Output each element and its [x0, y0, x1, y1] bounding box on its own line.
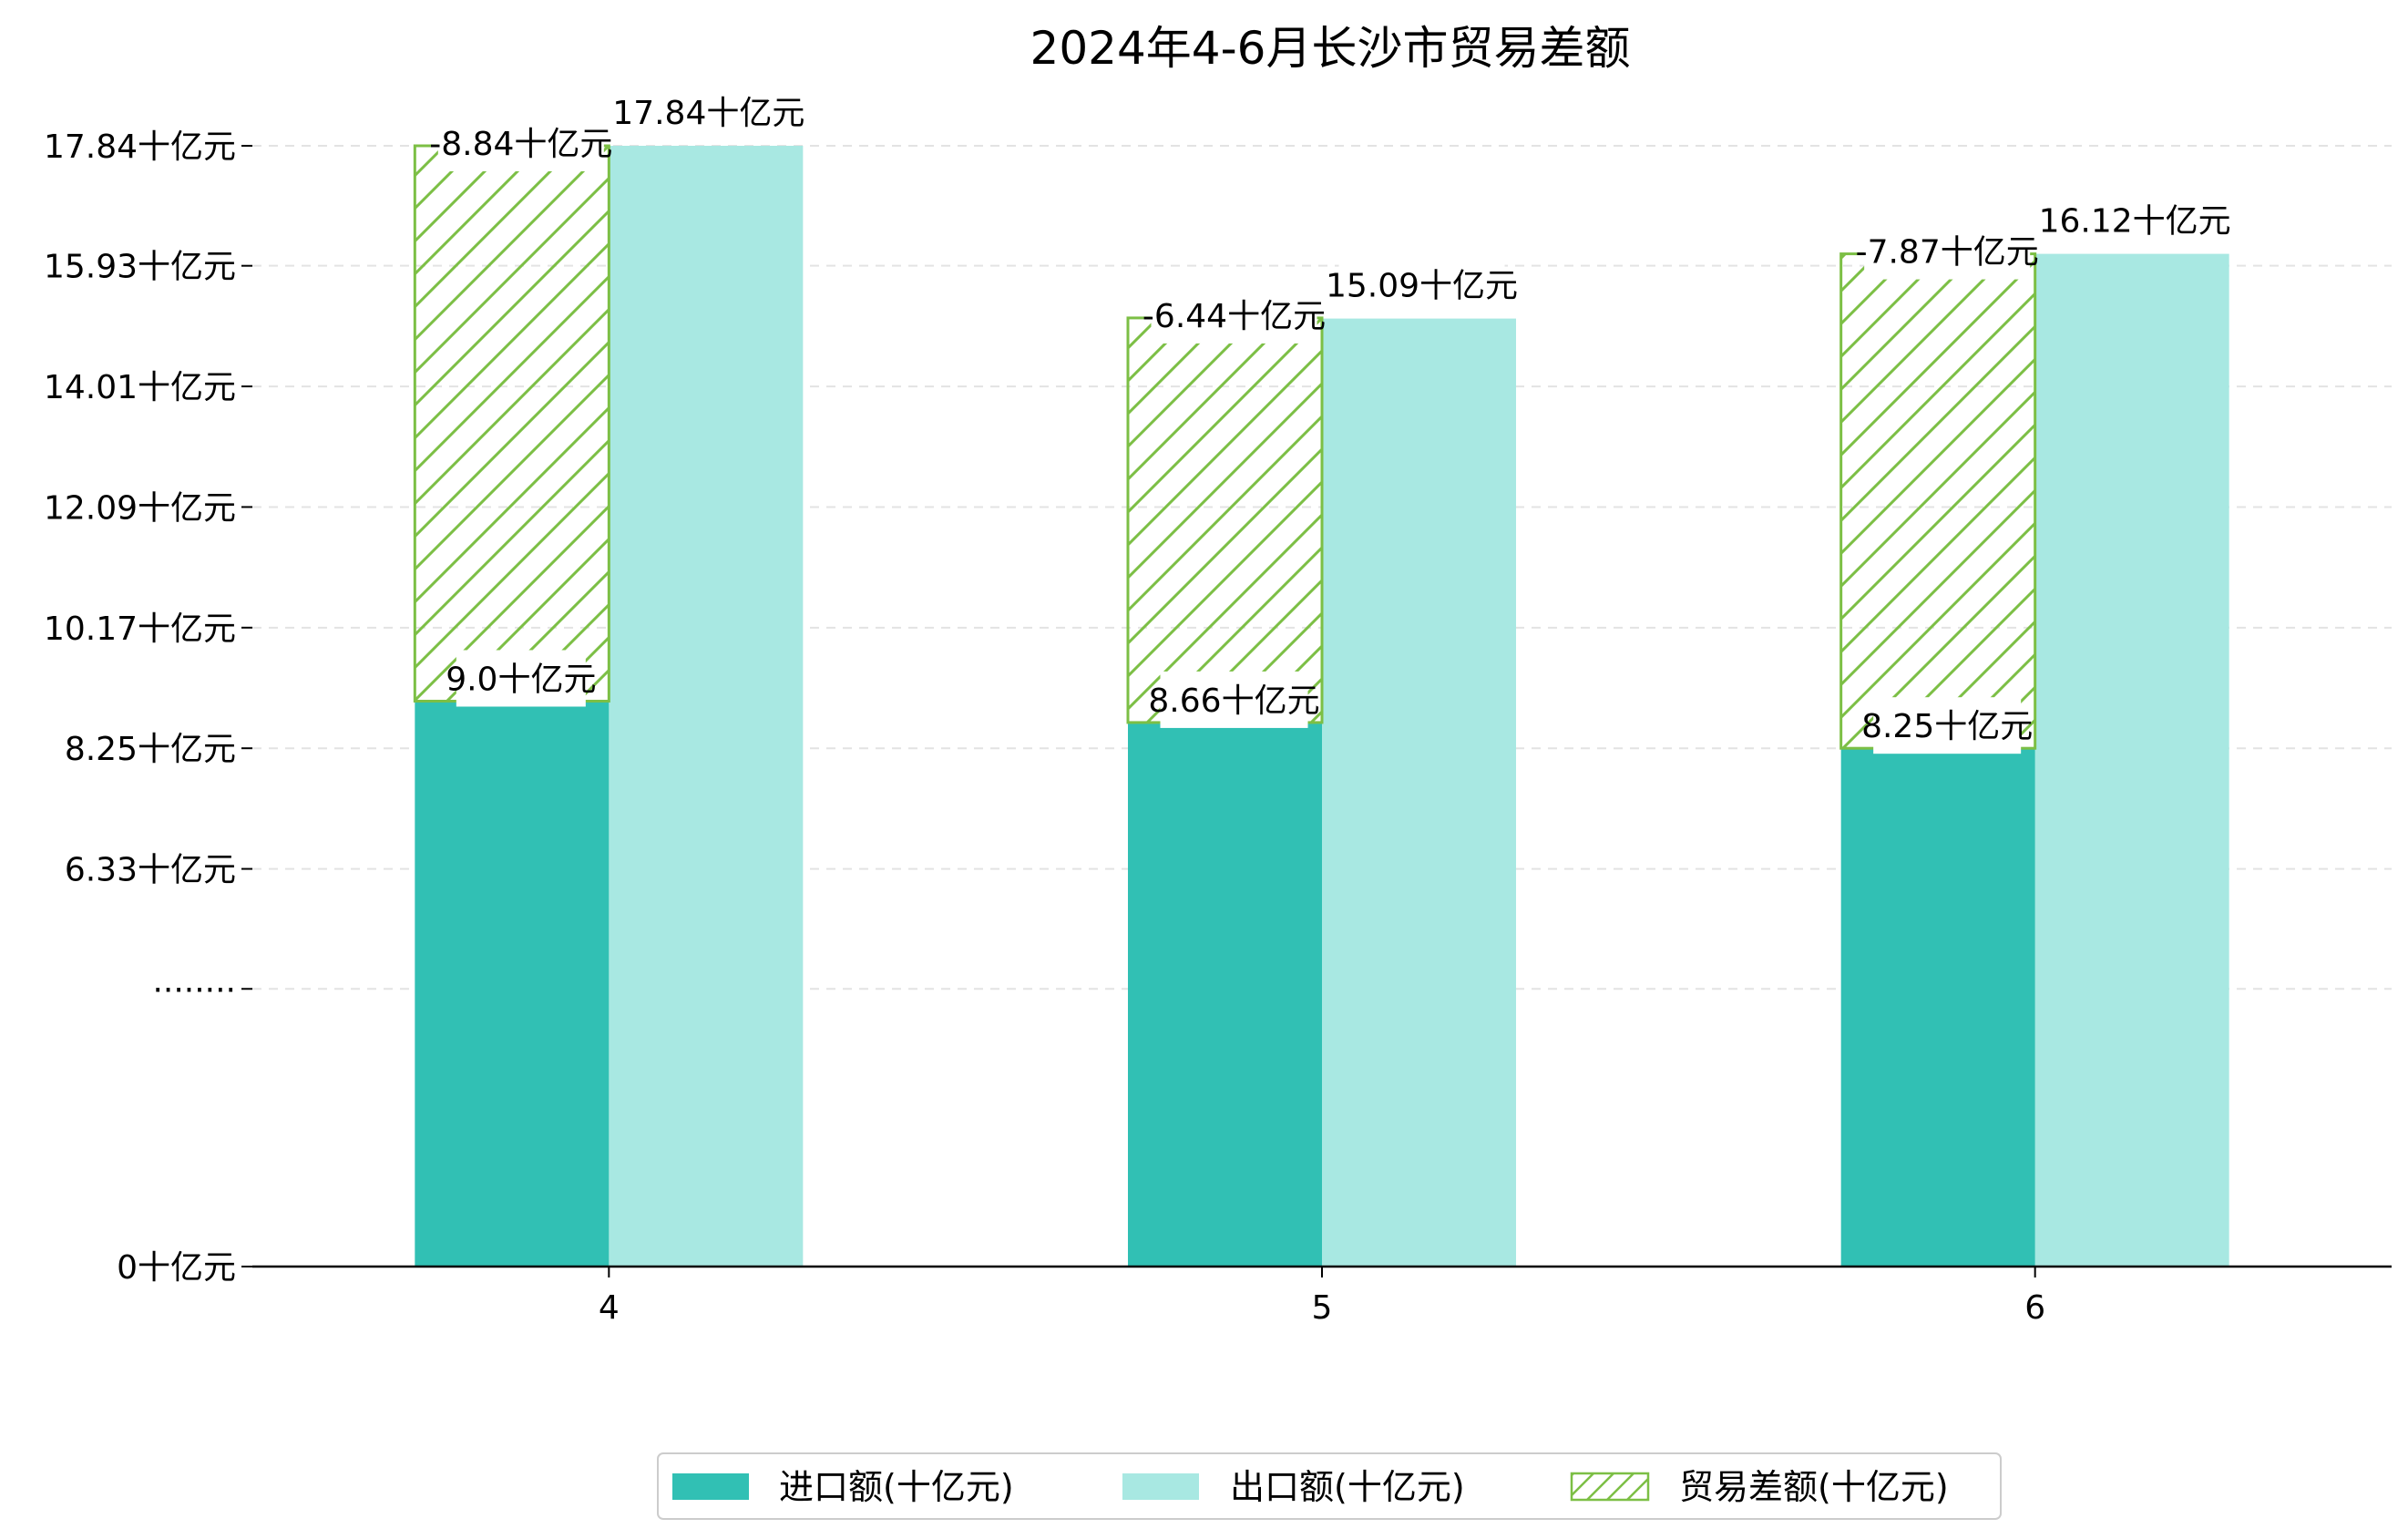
- y-tick-label: 6.33十亿元: [65, 852, 236, 889]
- legend-swatch-import: [672, 1473, 749, 1500]
- data-label: 8.25十亿元: [1861, 708, 2033, 745]
- data-label-bg: [456, 650, 586, 707]
- data-label: -6.44十亿元: [1143, 298, 1326, 335]
- bar-balance: [413, 144, 610, 703]
- legend-frame: [657, 1452, 2002, 1520]
- x-tick-label: 5: [1312, 1289, 1333, 1327]
- y-tick-label: 17.84十亿元: [44, 128, 236, 166]
- bar-export: [609, 146, 804, 1267]
- data-label-bg: [1338, 256, 1505, 313]
- data-label-bg: [1160, 671, 1308, 728]
- data-label-balance: -6.44十亿元: [1143, 286, 1326, 344]
- data-label-bg: [437, 115, 604, 171]
- data-label-import: 8.66十亿元: [1148, 671, 1320, 728]
- bar-import: [1840, 748, 2035, 1267]
- data-label: 16.12十亿元: [2039, 203, 2231, 241]
- legend-label-balance: 贸易差额(十亿元): [1679, 1467, 1949, 1507]
- data-label-export: 17.84十亿元: [612, 84, 804, 140]
- data-label-bg: [2052, 191, 2218, 249]
- data-label-import: 8.25十亿元: [1861, 697, 2033, 754]
- data-label: -8.84十亿元: [429, 126, 612, 163]
- data-label: 15.09十亿元: [1326, 268, 1518, 305]
- data-label-balance: -7.87十亿元: [1856, 222, 2039, 280]
- y-tick-label: 15.93十亿元: [44, 249, 236, 286]
- data-label: 17.84十亿元: [612, 95, 804, 132]
- x-tick-label: 4: [599, 1289, 620, 1327]
- legend: 进口额(十亿元) 出口额(十亿元) 贸易差额(十亿元): [657, 1452, 2002, 1520]
- data-label: -7.87十亿元: [1856, 234, 2039, 272]
- data-labels: 17.84十亿元-8.84十亿元 9.0十亿元 15.09十亿元-6.44十亿元 8.…: [429, 84, 2231, 754]
- data-label-export: 15.09十亿元: [1326, 256, 1518, 313]
- legend-label-export: 出口额(十亿元): [1230, 1467, 1465, 1507]
- y-tick-label: ········: [152, 971, 236, 1009]
- y-tick-label: 14.01十亿元: [44, 369, 236, 406]
- chart-title: 2024年4-6月长沙市贸易差额: [1030, 22, 1631, 75]
- bar-export: [1322, 318, 1516, 1267]
- y-tick-label: 8.25十亿元: [65, 731, 236, 768]
- legend-swatch-export: [1122, 1473, 1199, 1500]
- y-ticks: 0十亿元 ········ 6.33十亿元 8.25十亿元 10.17十亿元 12.09十…: [44, 128, 252, 1287]
- bars: [413, 144, 2229, 1267]
- bar-balance: [1839, 252, 2037, 750]
- y-tick-label: 12.09十亿元: [44, 489, 236, 527]
- x-ticks: 4 5 6: [599, 1267, 2045, 1327]
- data-label-balance: -8.84十亿元: [429, 115, 612, 171]
- data-label-bg: [1873, 697, 2022, 754]
- bar-balance: [1126, 316, 1324, 724]
- data-label-bg: [1151, 286, 1317, 344]
- bar-import: [1128, 722, 1322, 1267]
- data-label-bg: [1864, 222, 2031, 280]
- data-label-import: 9.0十亿元: [446, 650, 596, 707]
- legend-swatch-balance: [1570, 1472, 1650, 1502]
- y-tick-label: 10.17十亿元: [44, 610, 236, 648]
- data-label-bg: [625, 84, 792, 140]
- bar-import: [415, 701, 610, 1267]
- y-tick-label: 0十亿元: [117, 1249, 236, 1287]
- bar-export: [2034, 253, 2229, 1267]
- legend-label-import: 进口额(十亿元): [779, 1467, 1014, 1507]
- data-label-export: 16.12十亿元: [2039, 191, 2231, 249]
- x-tick-label: 6: [2024, 1289, 2045, 1327]
- data-label: 9.0十亿元: [446, 661, 596, 698]
- data-label: 8.66十亿元: [1148, 682, 1319, 720]
